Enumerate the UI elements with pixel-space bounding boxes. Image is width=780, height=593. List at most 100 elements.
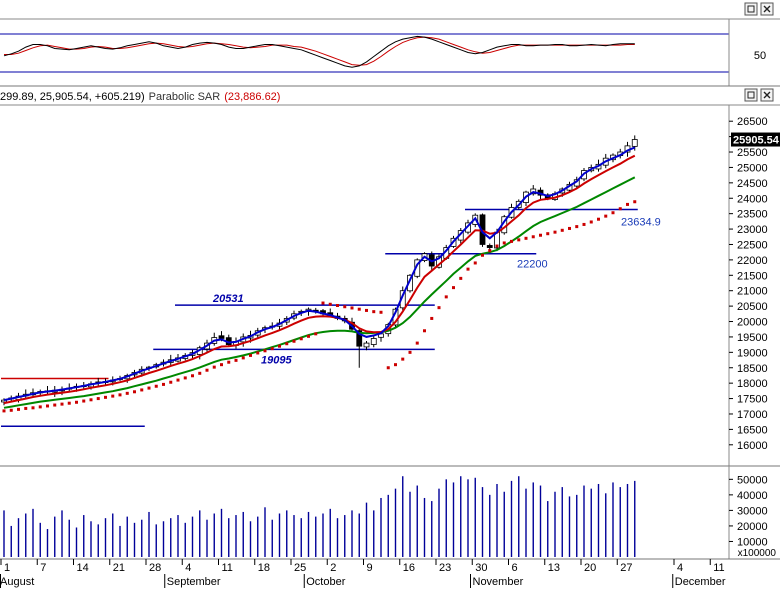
day-label: 18 [258,562,270,574]
oscillator-restore-button[interactable] [744,2,758,16]
sar-dot [321,301,325,305]
sar-dot [299,337,303,341]
price-tick-label: 20500 [737,301,768,313]
sar-dot [430,316,434,320]
candle-body [356,330,363,347]
sar-dot [401,357,405,361]
sar-dot [111,394,115,398]
oscillator-lines [3,35,635,68]
sar-dot [118,393,122,397]
day-label: 6 [512,562,518,574]
price-axis: 2650026000255002500024500240002350023000… [729,116,780,452]
sar-dot [17,407,20,411]
sar-dot [147,386,151,390]
day-label: 23 [439,562,451,574]
price-tick-label: 18500 [737,363,768,375]
oscillator-header-bar [0,0,780,18]
day-label: 1 [4,562,10,574]
month-label: November [473,576,524,588]
sar-dot [495,244,499,248]
indicator-header: 299.89, 25,905.54, +605.219) Parabolic SA… [0,91,280,103]
sar-dot [227,360,231,364]
candle [486,243,493,251]
sar-dot [60,402,64,406]
indicator-value: (23,886.62) [224,91,280,103]
sar-dot [67,401,71,405]
sar-dot [154,384,158,388]
sar-dot [372,310,376,314]
main-close-button[interactable] [760,88,774,102]
month-label: September [167,576,221,588]
sar-dot [307,334,310,338]
price-tick-label: 25500 [737,147,768,159]
sar-dot [169,380,173,384]
sar-dot [423,329,426,333]
price-tick-label: 26500 [737,116,768,128]
oscillator-tick-label: 50 [754,50,766,62]
sar-dot [510,239,513,243]
price-tick-label: 17500 [737,394,768,406]
sar-dot [96,397,100,401]
sar-dot [466,267,470,271]
candle-body [218,335,225,339]
sar-dot [314,332,318,336]
candle-body [363,342,370,348]
main-restore-button[interactable] [744,88,758,102]
sar-dot [125,391,129,395]
sar-dot [9,408,13,412]
volume-tick-label: 30000 [737,505,768,517]
sar-dot [278,344,281,348]
sar-dot [292,339,296,343]
sar-dot [394,363,397,367]
sar-dot [249,353,252,357]
day-label: 16 [403,562,415,574]
candle [363,341,370,351]
volume-tick-label: 10000 [737,536,768,548]
label-19095: 19095 [261,354,292,366]
price-tick-label: 16500 [737,424,768,436]
sar-dot [452,286,455,290]
day-label: 30 [475,562,487,574]
sar-dot [481,253,484,257]
sar-dot [234,358,238,362]
main-header-bar [0,86,780,105]
sar-dot [220,363,223,367]
sar-dot [75,400,78,404]
day-label: 25 [294,562,306,574]
ohlc-readout: 299.89, 25,905.54, +605.219) [0,91,145,103]
price-tick-label: 19000 [737,347,768,359]
day-label: 2 [330,562,336,574]
sar-dot [633,200,637,204]
sar-dot [205,368,209,372]
price-tick-label: 21000 [737,286,768,298]
price-tick-label: 21500 [737,270,768,282]
sar-dot [589,220,593,224]
price-tick-label: 20000 [737,317,768,329]
sar-dot [365,308,368,312]
oscillator-close-button[interactable] [760,2,774,16]
sar-dot [270,347,274,351]
candle-body [631,139,638,147]
sar-dot [198,371,202,375]
price-tick-label: 23500 [737,209,768,221]
price-tick-label: 16000 [737,440,768,452]
price-tick-label: 24000 [737,193,768,205]
candle-body [370,338,377,345]
day-label: 20 [584,562,596,574]
sar-dot [176,378,180,382]
sar-dot [488,249,492,253]
volume-tick-label: 20000 [737,521,768,533]
sar-dot [582,222,586,226]
sar-dot [502,241,506,245]
day-label: 28 [149,562,161,574]
sar-dot [241,356,245,360]
candle [370,336,377,348]
sar-dot [285,342,289,346]
price-tick-label: 17000 [737,409,768,421]
price-tick-label: 22500 [737,239,768,251]
candle [225,334,232,347]
sar-dot [328,302,332,306]
month-label: December [675,576,726,588]
sar-dot [133,390,136,394]
